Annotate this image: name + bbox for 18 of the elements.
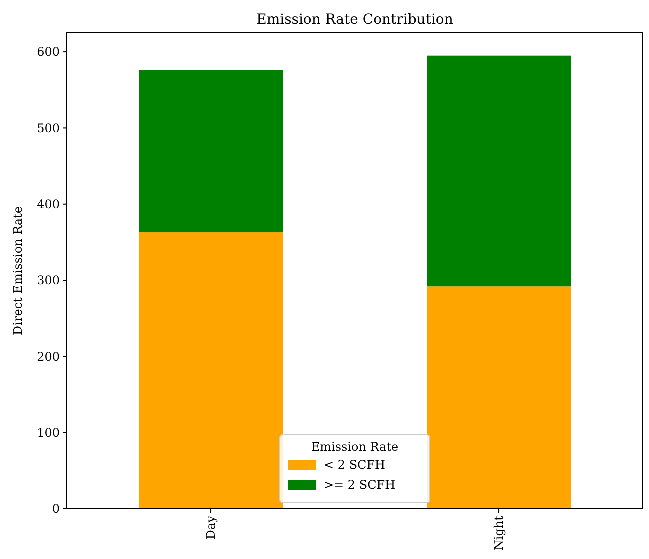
y-tick-label: 200	[37, 350, 60, 364]
y-tick-label: 400	[37, 198, 60, 212]
bar	[427, 286, 571, 509]
y-tick-label: 100	[37, 426, 60, 440]
legend-label: >= 2 SCFH	[324, 478, 396, 492]
x-tick-label: Day	[204, 516, 218, 540]
legend-label: < 2 SCFH	[324, 458, 386, 472]
bar	[427, 56, 571, 287]
legend-title: Emission Rate	[311, 440, 399, 454]
bar	[139, 232, 283, 509]
y-axis-title: Direct Emission Rate	[11, 206, 25, 336]
y-tick-label: 300	[37, 274, 60, 288]
y-tick-label: 0	[52, 502, 60, 516]
y-tick-label: 600	[37, 45, 60, 60]
chart-title: Emission Rate Contribution	[256, 12, 454, 28]
y-tick-label: 500	[37, 121, 60, 136]
bar	[139, 70, 283, 233]
x-tick-label: Night	[492, 516, 506, 551]
